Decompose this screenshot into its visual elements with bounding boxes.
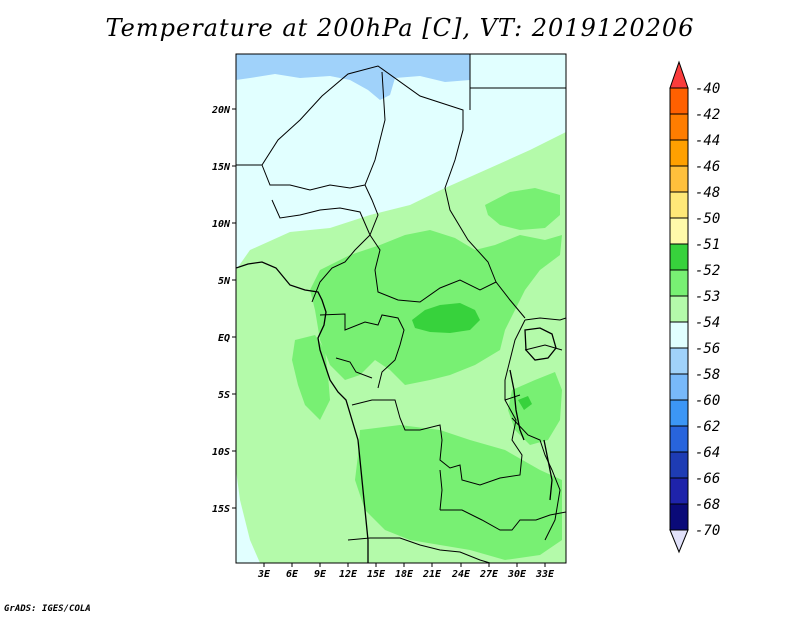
- lon-label: 24E: [451, 569, 471, 580]
- colorbar-box: [669, 113, 689, 141]
- lon-label: 18E: [395, 569, 414, 580]
- colorbar-label: -52: [695, 263, 720, 279]
- lon-label: 21E: [422, 569, 442, 580]
- lake-malawi: [543, 439, 553, 501]
- colorbar-label: -50: [695, 211, 720, 227]
- colorbar-box: [669, 139, 689, 167]
- lon-label: 3E: [257, 569, 271, 580]
- colorbar-label: -56: [695, 341, 720, 357]
- colorbar-box: [669, 87, 689, 115]
- colorbar-label: -51: [695, 237, 720, 253]
- lat-label: EQ: [218, 333, 230, 344]
- latitude-axis: 20N 15N 10N 5N EQ 5S 10S 15S: [211, 105, 236, 515]
- grads-credit: GrADS: IGES/COLA: [4, 604, 91, 614]
- colorbar-box: [669, 191, 689, 219]
- colorbar-label: -53: [695, 289, 720, 305]
- colorbar-label: -68: [695, 497, 720, 513]
- colorbar-label: -66: [695, 471, 720, 487]
- colorbar-box: [669, 399, 689, 427]
- colorbar-box: [669, 373, 689, 401]
- colorbar-label: -70: [695, 523, 720, 539]
- lake-tanganyika: [509, 369, 525, 441]
- colorbar-label: -62: [695, 419, 720, 435]
- colorbar-box: [669, 217, 689, 245]
- lat-label: 15S: [212, 504, 230, 515]
- border-nigeria-cameroon: [261, 164, 371, 303]
- lon-label: 12E: [339, 569, 358, 580]
- field-minus51-core: [412, 303, 480, 333]
- border-north-east: [469, 54, 566, 110]
- border-sahara: [236, 65, 497, 283]
- colorbar-label: -58: [695, 367, 720, 383]
- coastline-west: [236, 261, 369, 563]
- lat-label: 15N: [212, 162, 231, 173]
- border-congo: [319, 313, 405, 389]
- field-minus52-east: [485, 188, 560, 230]
- temperature-field: [236, 54, 566, 563]
- field-minus51-small: [518, 396, 532, 410]
- colorbar-box: [669, 347, 689, 375]
- field-minus52-southeast: [508, 372, 562, 445]
- chart-title: Temperature at 200hPa [C], VT: 201912020…: [105, 14, 695, 42]
- colorbar-label: -46: [695, 159, 720, 175]
- field-minus56-north: [236, 54, 470, 100]
- colorbar-arrow-top: [669, 60, 689, 89]
- lon-label: 6E: [286, 569, 299, 580]
- colorbar-label: -48: [695, 185, 720, 201]
- border-drc-angola: [351, 319, 526, 486]
- colorbar-label: -54: [695, 315, 720, 331]
- longitude-axis: 3E 6E 9E 12E 15E 18E 21E 24E 27E 30E 33E: [257, 563, 555, 580]
- border-car: [369, 234, 526, 319]
- colorbar-box: [669, 425, 689, 453]
- colorbar-label: -44: [695, 133, 720, 149]
- colorbar-label: -40: [695, 81, 720, 97]
- colorbar-box: [669, 321, 689, 349]
- field-minus52-west-coast: [292, 335, 330, 420]
- lat-label: 10N: [212, 219, 231, 230]
- colorbar-box: [669, 477, 689, 505]
- lake-victoria: [524, 327, 557, 361]
- colorbar: -40 -42 -44 -46 -48 -50 -51 -52 -53 -54 …: [669, 60, 720, 554]
- border-south: [347, 469, 566, 563]
- colorbar-label: -42: [695, 107, 720, 123]
- field-minus52-south: [355, 425, 562, 560]
- colorbar-box: [669, 243, 689, 271]
- colorbar-box: [669, 269, 689, 297]
- lat-label: 5S: [218, 390, 230, 401]
- map-frame: [235, 53, 567, 564]
- colorbar-box: [669, 451, 689, 479]
- lat-label: 20N: [211, 105, 231, 116]
- lon-label: 9E: [314, 569, 327, 580]
- colorbar-box: [669, 165, 689, 193]
- colorbar-label: -60: [695, 393, 720, 409]
- colorbar-box: [669, 503, 689, 531]
- lat-label: 5N: [218, 276, 231, 287]
- colorbar-box: [669, 295, 689, 323]
- border-east-lakes: [504, 317, 566, 541]
- lon-label: 33E: [535, 569, 555, 580]
- lon-label: 15E: [367, 569, 386, 580]
- borders: [236, 54, 566, 563]
- colorbar-arrow-bottom: [669, 529, 689, 554]
- lon-label: 30E: [507, 569, 527, 580]
- colorbar-label: -64: [695, 445, 720, 461]
- lat-label: 10S: [212, 447, 230, 458]
- lon-label: 27E: [479, 569, 499, 580]
